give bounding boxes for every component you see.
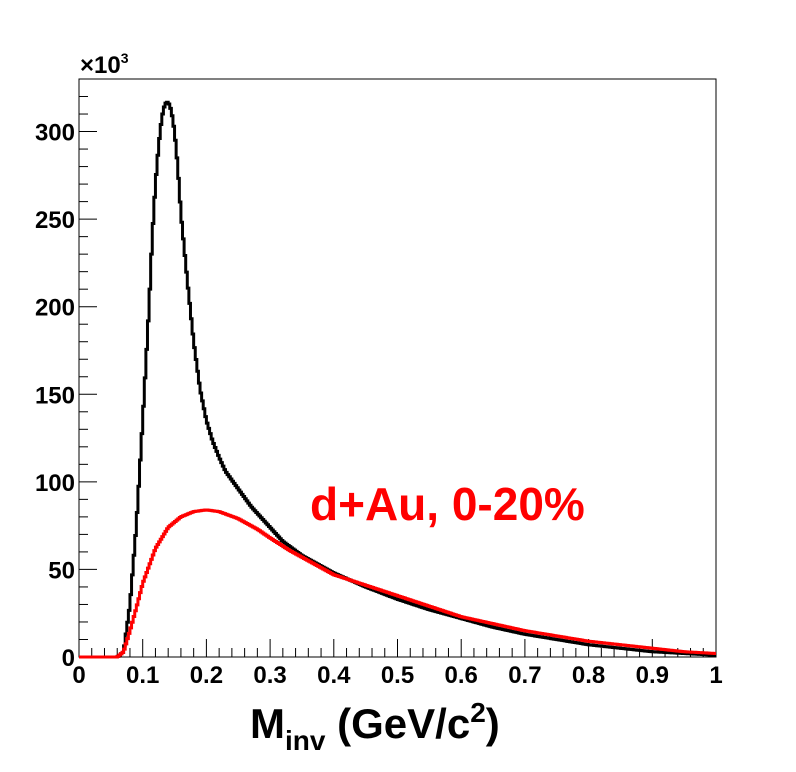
axis-ticks — [78, 78, 717, 658]
x-tick-labels: 0 0.1 0.2 0.3 0.4 0.5 0.6 0.7 0.8 0.9 1 — [72, 662, 722, 689]
y-multiplier-exponent: 3 — [121, 50, 129, 66]
series-layer — [79, 100, 716, 659]
plot-frame — [78, 78, 717, 658]
y-tick-label: 250 — [35, 207, 75, 234]
x-axis-label-main: M — [250, 700, 285, 747]
series-line-red — [79, 508, 716, 659]
x-axis-label-unit-close: ) — [486, 700, 500, 747]
y-tick-label: 100 — [35, 470, 75, 497]
y-multiplier: ×103 — [80, 50, 129, 79]
chart-annotation: d+Au, 0-20% — [310, 478, 585, 530]
x-tick-label: 0 — [72, 662, 85, 689]
x-tick-label: 0.9 — [636, 662, 669, 689]
y-tick-label: 150 — [35, 382, 75, 409]
x-tick-label: 0.2 — [190, 662, 223, 689]
y-multiplier-prefix: ×10 — [80, 52, 121, 79]
y-tick-labels: 0 50 100 150 200 250 300 — [35, 120, 75, 672]
y-tick-label: 200 — [35, 295, 75, 322]
series-line-black — [79, 100, 716, 659]
x-tick-label: 0.7 — [508, 662, 541, 689]
x-axis-label-subscript: inv — [285, 725, 326, 756]
x-tick-label: 0.8 — [572, 662, 605, 689]
x-tick-label: 0.3 — [253, 662, 286, 689]
x-tick-label: 0.6 — [445, 662, 478, 689]
x-tick-label: 1 — [709, 662, 722, 689]
x-axis-label-unit: (GeV/c — [325, 700, 470, 747]
y-tick-label: 50 — [48, 557, 75, 584]
y-tick-label: 300 — [35, 120, 75, 147]
x-tick-label: 0.4 — [317, 662, 351, 689]
x-axis-label-superscript: 2 — [470, 697, 486, 728]
x-axis-label: Minv (GeV/c2) — [250, 697, 500, 756]
x-tick-label: 0.1 — [126, 662, 159, 689]
x-tick-label: 0.5 — [381, 662, 414, 689]
y-tick-label: 0 — [62, 645, 75, 672]
